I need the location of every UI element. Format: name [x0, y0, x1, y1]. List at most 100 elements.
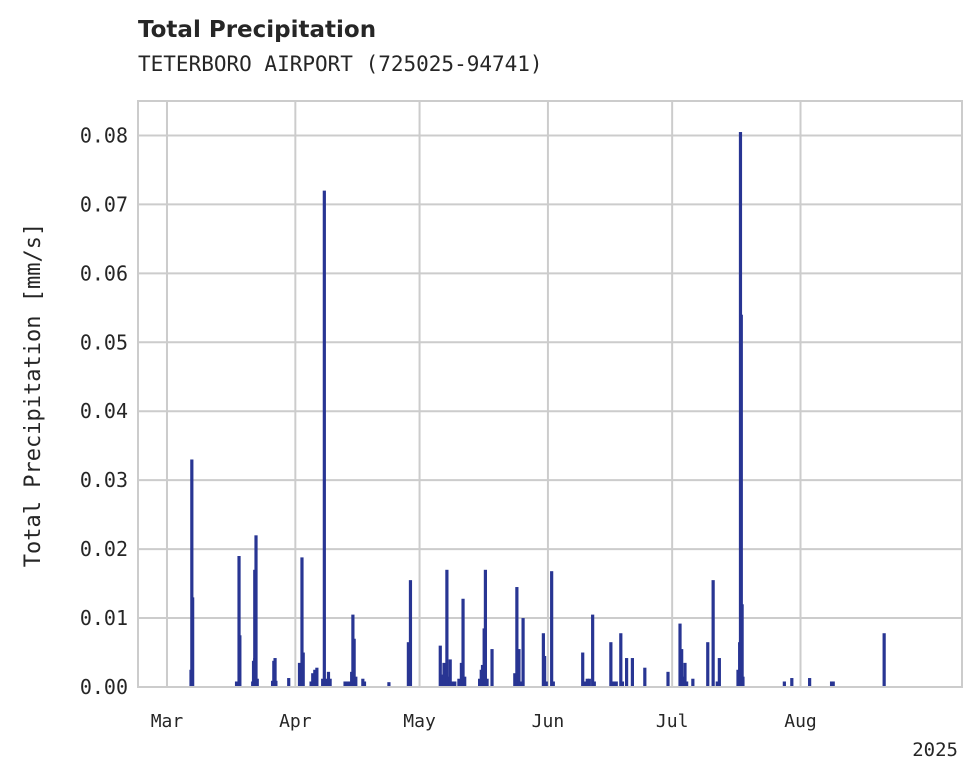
- precipitation-bar: [352, 638, 356, 687]
- precipitation-bar: [517, 649, 521, 687]
- precipitation-bar: [691, 678, 695, 687]
- precipitation-bar: [321, 678, 325, 687]
- precipitation-bar: [309, 681, 313, 687]
- precipitation-bar: [490, 649, 494, 687]
- precipitation-bar: [882, 633, 886, 687]
- precipitation-bar: [625, 658, 629, 687]
- x-tick-label: Apr: [279, 711, 312, 732]
- precipitation-bar: [519, 681, 523, 687]
- chart-title: Total Precipitation: [138, 17, 377, 43]
- precipitation-bar: [808, 678, 812, 687]
- precipitation-bar: [237, 556, 241, 687]
- precipitation-bar: [450, 681, 454, 687]
- precipitation-bar: [711, 580, 715, 687]
- y-tick-label: 0.08: [80, 123, 128, 147]
- precipitation-bar: [326, 671, 331, 687]
- precipitation-bar: [315, 667, 319, 687]
- precipitation-bar: [831, 681, 835, 687]
- precipitation-bar: [678, 623, 682, 687]
- precipitation-bar: [581, 652, 585, 687]
- x-tick-label: Jun: [532, 711, 565, 732]
- precipitation-bar: [585, 678, 589, 687]
- precipitation-bar: [790, 678, 794, 687]
- precipitation-bar: [345, 681, 349, 687]
- precipitation-bar: [448, 659, 452, 687]
- precipitation-bar: [587, 678, 591, 687]
- x-axis-ticks: Mar Apr May Jun Jul Aug: [151, 711, 817, 732]
- precipitation-bar: [829, 681, 834, 687]
- precipitation-bar: [440, 674, 444, 687]
- precipitation-bar: [361, 678, 365, 687]
- y-tick-label: 0.00: [80, 675, 128, 699]
- precipitation-bar: [347, 681, 351, 687]
- y-axis-label: Total Precipitation [mm/s]: [21, 223, 46, 567]
- y-axis-ticks: 0.00 0.01 0.02 0.03 0.04 0.05 0.06 0.07 0.08: [80, 123, 128, 699]
- precipitation-bar: [190, 459, 194, 687]
- precipitation-bar: [680, 649, 684, 687]
- precipitation-bar: [343, 681, 347, 687]
- plot-frame: [137, 100, 963, 688]
- precipitation-bar: [591, 614, 595, 687]
- precipitation-bar: [685, 681, 689, 687]
- precipitation-bar: [550, 571, 554, 687]
- x-tick-label: May: [403, 711, 436, 732]
- precipitation-bar: [457, 678, 461, 687]
- precipitation-bar: [311, 673, 315, 687]
- precipitation-bar: [322, 190, 326, 687]
- precipitation-bar: [515, 587, 519, 687]
- precipitation-bar: [681, 676, 685, 687]
- y-tick-label: 0.01: [80, 606, 128, 630]
- y-tick-label: 0.04: [80, 399, 128, 423]
- precipitation-bar: [478, 678, 482, 687]
- precipitation-bar: [301, 652, 305, 687]
- precipitation-bar: [461, 598, 465, 687]
- y-tick-label: 0.07: [80, 192, 128, 216]
- precipitation-bar: [551, 681, 555, 687]
- precipitation-bar: [630, 658, 634, 687]
- precipitation-bar: [354, 676, 358, 687]
- precipitation-bar: [619, 633, 623, 687]
- precipitation-bar: [610, 681, 615, 687]
- precipitation-bar: [463, 676, 467, 687]
- precipitation-bar: [406, 642, 410, 687]
- y-tick-label: 0.05: [80, 330, 128, 354]
- precipitation-bar: [544, 681, 548, 687]
- precipitation-bar: [736, 669, 740, 687]
- precipitation-bar: [297, 662, 302, 687]
- precipitation-bar: [324, 678, 328, 687]
- precipitation-bar: [706, 642, 710, 687]
- precipitation-bar: [609, 642, 613, 687]
- precipitation-bar: [191, 597, 195, 687]
- precipitation-bar: [513, 673, 517, 687]
- x-tick-label: Aug: [784, 711, 817, 732]
- precipitation-bar: [442, 662, 446, 687]
- precipitation-bar: [612, 681, 616, 687]
- precipitation-bar: [620, 681, 625, 687]
- y-tick-label: 0.02: [80, 537, 128, 561]
- precipitation-bar: [328, 678, 332, 687]
- precipitation-bars: [189, 132, 886, 687]
- precipitation-bar: [485, 678, 489, 687]
- precipitation-bar: [592, 681, 596, 687]
- precipitation-bar: [445, 569, 449, 687]
- precipitation-bar: [740, 604, 744, 687]
- precipitation-bar: [387, 682, 391, 687]
- precipitation-bar: [459, 662, 463, 687]
- precipitation-bar: [446, 676, 451, 687]
- x-tick-label: Jul: [656, 711, 689, 732]
- precipitation-bar: [715, 681, 719, 687]
- precipitation-bar: [408, 580, 413, 687]
- precipitation-bar: [480, 664, 485, 687]
- precipitation-bar: [238, 635, 242, 687]
- precipitation-bar: [643, 667, 647, 687]
- precipitation-bar: [255, 678, 259, 687]
- precipitation-bar: [614, 681, 618, 687]
- precipitation-bar: [453, 681, 457, 687]
- chart-subtitle: TETERBORO AIRPORT (725025-94741): [138, 52, 543, 76]
- precipitation-bar: [234, 681, 239, 687]
- precipitation-bar: [313, 669, 317, 687]
- x-axis-year-label: 2025: [912, 739, 958, 761]
- precipitation-bar: [438, 645, 442, 687]
- precipitation-bar: [521, 618, 525, 687]
- precipitation-bar: [717, 658, 721, 687]
